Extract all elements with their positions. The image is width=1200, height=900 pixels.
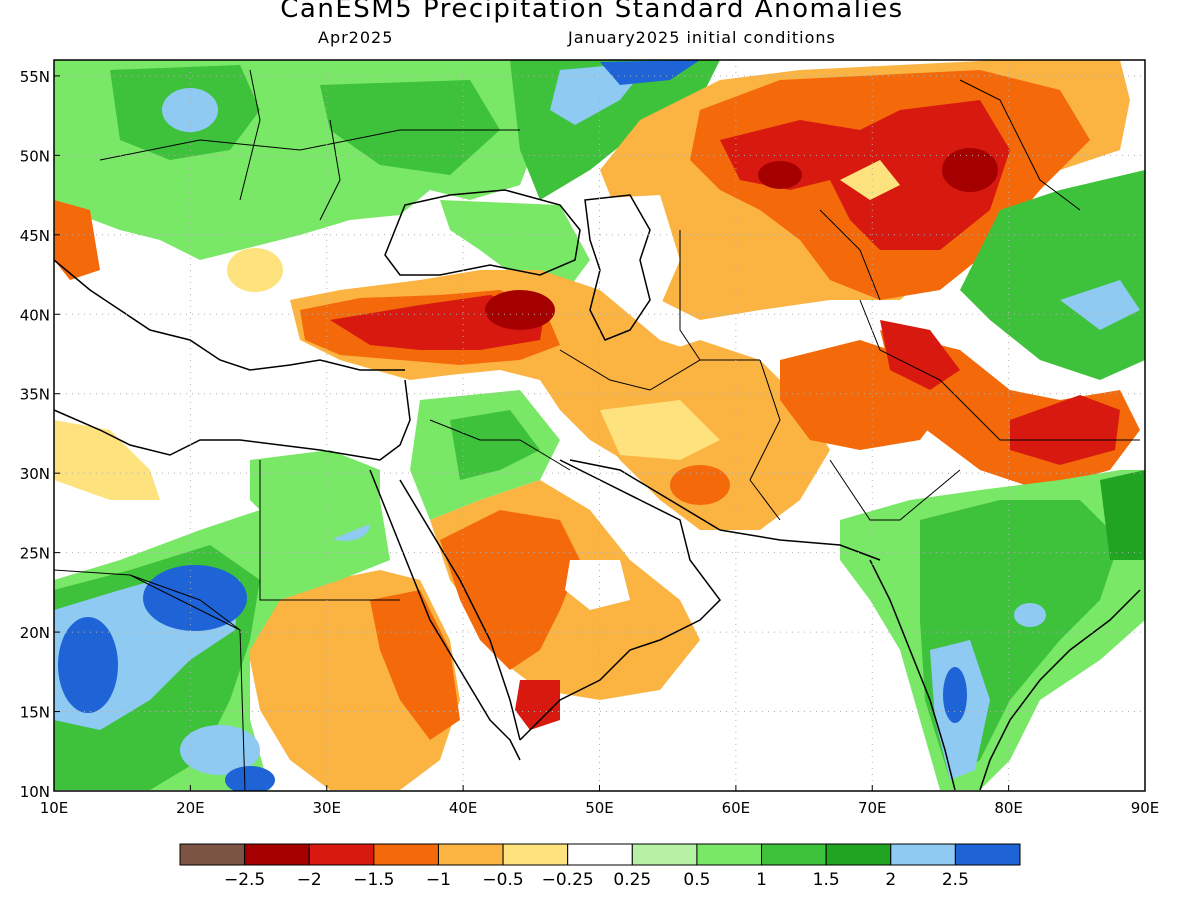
armenia-extreme [485,290,555,330]
y-tick-label: 40N [20,306,50,324]
anomaly-fields [54,60,1145,791]
india-light-spot [1014,603,1046,627]
iran-south-coast [569,459,881,561]
colorbar-label: −2 [297,870,322,890]
x-tick-label: 30E [312,799,341,817]
colorbar-label: 1.5 [813,870,840,890]
colorbar-label: 2 [885,870,896,890]
x-tick-label: 10E [40,799,69,817]
arabia-dry-core [440,510,580,670]
italy-dry [54,200,100,280]
black-sea-coast [384,189,581,276]
central-asia-extreme-east [942,148,998,192]
x-tick-label: 50E [585,799,614,817]
colorbar-swatch [954,843,1021,866]
mediterranean-south-coast [54,379,411,461]
colorbar-swatch [244,843,310,866]
colorbar-label: −1.5 [353,870,394,890]
colorbar-label: −2.5 [224,870,265,890]
y-tick-label: 50N [20,147,50,165]
central-asia-pale-spot [840,160,900,200]
colorbar-label: −1 [426,870,451,890]
levant-wet-core [450,410,540,480]
colorbar-swatch [437,843,504,866]
arabia-neutral [565,560,630,610]
x-tick-label: 20E [176,799,205,817]
arabia-west-coast [399,479,521,741]
india-dark-blue [943,667,967,723]
colorbar-label: 1 [756,870,767,890]
india-east-coast [979,589,1141,791]
libya-dry-field [54,420,160,500]
europe-blue-spot [162,88,218,132]
y-tick-label: 30N [20,465,50,483]
y-tick-label: 10N [20,783,50,801]
y-tick-label: 45N [20,227,50,245]
colorbar-swatch [631,843,698,866]
tibet-very-dry [1010,395,1120,465]
x-tick-label: 70E [858,799,887,817]
sudan-dry-core [370,590,460,740]
y-tick-label: 35N [20,386,50,404]
colorbar-label: 0.25 [613,870,651,890]
iran-dry-spot [670,465,730,505]
colorbar-swatch [890,843,956,866]
colorbar-label: −0.5 [482,870,523,890]
colorbar-swatch [761,843,827,866]
colorbar-label: 2.5 [942,870,969,890]
colorbar-label: 0.5 [683,870,710,890]
colorbar-label: −0.25 [542,870,594,890]
sudan-dark-blue-spot [225,766,275,791]
x-tick-label: 90E [1131,799,1160,817]
y-axis: 10N 15N 20N 25N 30N 35N 40N 45N 50N 55N [20,68,60,801]
x-tick-label: 60E [722,799,751,817]
pamir-very-dry [880,320,960,390]
central-asia-extreme-west [758,161,802,189]
mediterranean-north-coast [54,259,405,371]
colorbar-swatch [308,843,375,866]
y-tick-label: 20N [20,624,50,642]
x-axis: 10E 20E 30E 40E 50E 60E 70E 80E 90E [40,785,1160,817]
urals-dark-blue [600,60,700,85]
india-west-coast [869,559,956,791]
y-tick-label: 55N [20,68,50,86]
colorbar-swatch [502,843,569,866]
gulf-coast [519,459,721,741]
egypt-wet-band [250,450,380,540]
coastlines [54,189,1141,791]
yemen-very-dry [515,680,560,730]
sudan-blue-spot [180,725,260,775]
niger-dark-blue [58,617,118,713]
balkans-pale-spot [227,248,283,292]
red-sea-coast [369,469,521,761]
x-tick-label: 40E [449,799,478,817]
colorbar-swatch [373,843,439,866]
y-tick-label: 25N [20,545,50,563]
x-tick-label: 80E [994,799,1023,817]
colorbar-swatch [696,843,763,866]
colorbar-swatch [825,843,892,866]
colorbar: −2.5 −2 −1.5 −1 −0.5 −0.25 0.25 0.5 1 1.5 2 2.5 [179,843,1021,890]
china-blue [1060,280,1140,330]
map-title: CanESM5 Precipitation Standard Anomalies [280,0,904,24]
forecast-month: Apr2025 [318,28,394,47]
colorbar-swatch [567,843,633,866]
initial-conditions: January2025 initial conditions [568,28,836,47]
colorbar-swatch [179,843,246,866]
caspian-coast [584,194,651,341]
europe-wet-core-east [320,80,500,175]
country-borders [54,69,1140,791]
y-tick-label: 15N [20,704,50,722]
myanmar-wet [1100,470,1145,560]
iran-pale [600,400,720,460]
